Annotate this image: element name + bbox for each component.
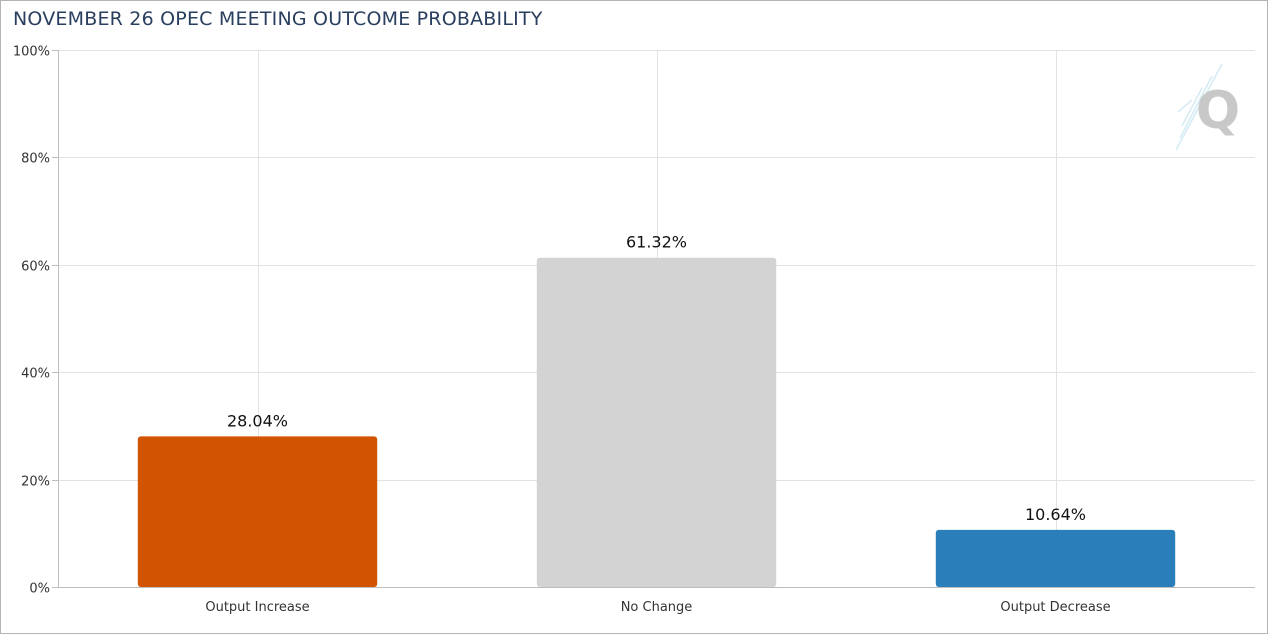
x-tick-label: Output Decrease <box>1000 600 1110 615</box>
q-logo-icon: Q <box>1175 63 1240 151</box>
logo-letter: Q <box>1196 81 1240 141</box>
y-tick-label: 100% <box>13 45 50 60</box>
axes <box>52 50 1255 588</box>
y-tick-label: 40% <box>21 367 50 382</box>
bar-output-increase <box>137 436 378 587</box>
data-label: 10.64% <box>1025 505 1086 524</box>
bar-no-change <box>536 257 777 587</box>
y-tick-label: 20% <box>21 475 50 490</box>
bars <box>137 257 1176 587</box>
labels: 0% 20% 40% 60% 80% 100% 28.04% Output Increase 6… <box>13 45 1111 616</box>
x-tick-label: Output Increase <box>205 600 309 615</box>
bar-output-decrease <box>935 529 1176 587</box>
y-tick-label: 60% <box>21 260 50 275</box>
y-tick-label: 80% <box>21 152 50 167</box>
y-tick-label: 0% <box>29 582 50 597</box>
chart-title: NOVEMBER 26 OPEC MEETING OUTCOME PROBABI… <box>13 8 543 30</box>
x-tick-label: No Change <box>621 600 693 615</box>
data-label: 61.32% <box>626 233 687 252</box>
data-label: 28.04% <box>227 411 288 430</box>
